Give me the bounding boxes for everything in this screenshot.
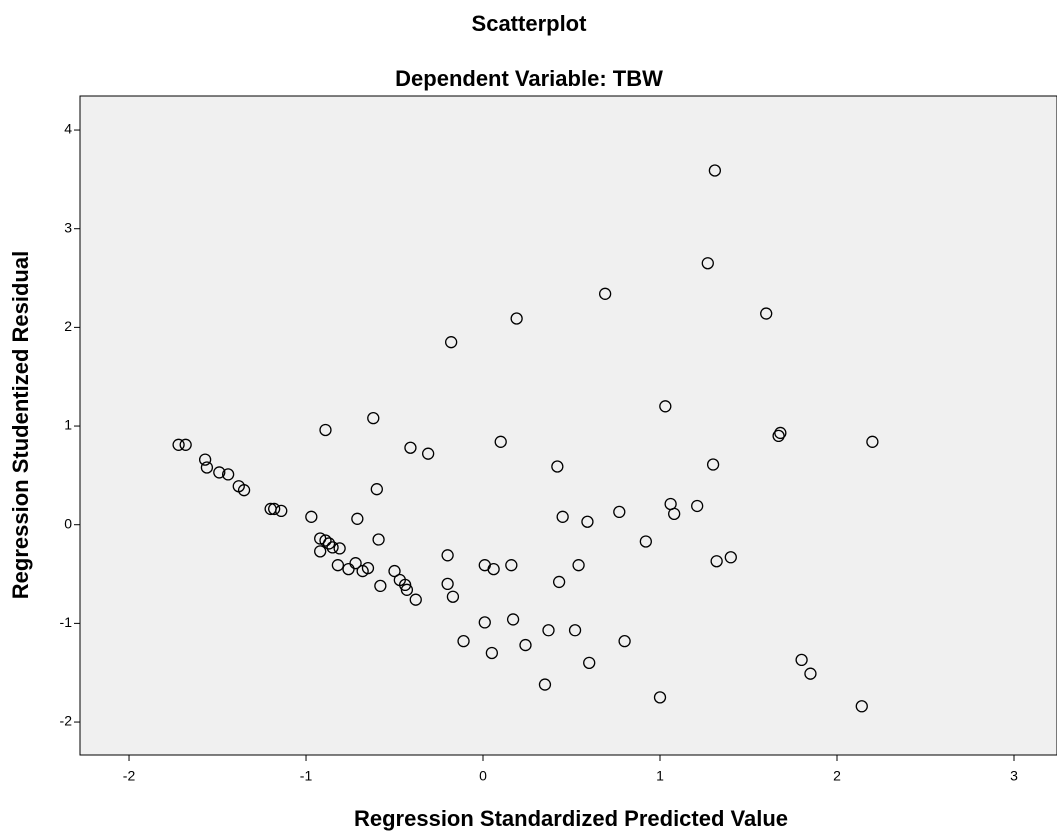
y-tick-label: 0: [64, 515, 72, 531]
chart: Scatterplot Dependent Variable: TBW Regr…: [0, 0, 1057, 838]
y-tick-label: 4: [64, 121, 72, 137]
chart-title: Scatterplot: [472, 11, 588, 36]
x-tick-label: 0: [479, 768, 487, 784]
chart-subtitle: Dependent Variable: TBW: [395, 66, 663, 91]
y-tick-label: -1: [60, 614, 73, 630]
y-tick-label: 1: [64, 417, 72, 433]
x-tick-label: 3: [1010, 768, 1018, 784]
x-tick-label: 2: [833, 768, 841, 784]
x-tick-label: -2: [123, 768, 136, 784]
y-tick-label: 3: [64, 219, 72, 235]
x-tick-label: -1: [300, 768, 313, 784]
y-tick-label: 2: [64, 318, 72, 334]
y-tick-label: -2: [60, 713, 73, 729]
y-axis-title: Regression Studentized Residual: [8, 251, 33, 599]
plot-area: [80, 96, 1057, 755]
x-tick-label: 1: [656, 768, 664, 784]
x-axis-title: Regression Standardized Predicted Value: [354, 806, 788, 831]
